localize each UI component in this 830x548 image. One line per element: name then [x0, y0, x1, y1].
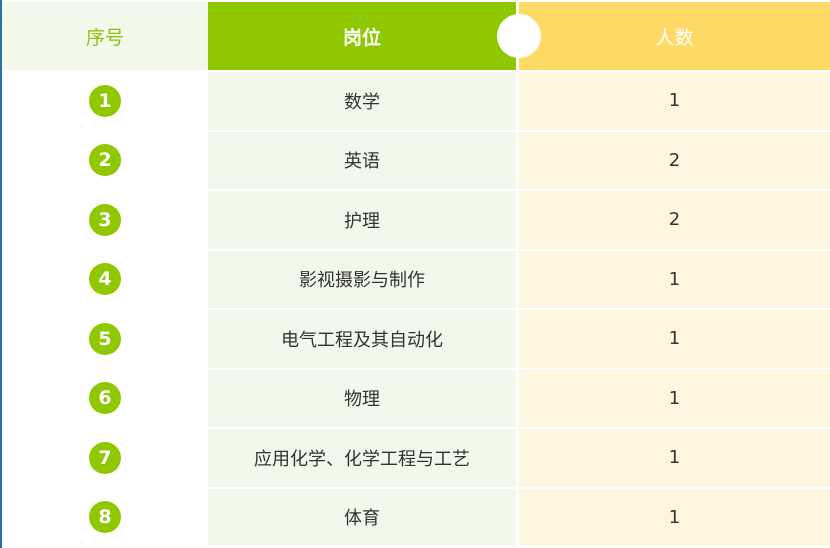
index-cell: 6	[2, 367, 208, 427]
position-cell: 数学	[208, 70, 519, 130]
table-row: 1 数学 1	[2, 70, 830, 130]
count-cell: 1	[519, 486, 830, 546]
count-cell: 1	[519, 248, 830, 308]
table-row: 6 物理 1	[2, 367, 830, 427]
header-position-label: 岗位	[342, 26, 381, 49]
position-cell: 应用化学、化学工程与工艺	[208, 427, 519, 487]
index-badge: 8	[89, 501, 121, 534]
header-count: 人数	[519, 2, 830, 70]
position-cell: 电气工程及其自动化	[208, 308, 519, 368]
position-cell: 体育	[208, 486, 519, 546]
table-row: 8 体育 1	[2, 486, 830, 546]
index-cell: 4	[2, 248, 208, 308]
index-cell: 8	[2, 486, 208, 546]
table-row: 3 护理 2	[2, 189, 830, 249]
left-border	[0, 0, 2, 548]
count-cell: 2	[519, 189, 830, 249]
count-cell: 1	[519, 427, 830, 487]
count-cell: 1	[519, 308, 830, 368]
header-position: 岗位	[208, 2, 541, 70]
index-badge: 5	[89, 322, 121, 355]
position-cell: 护理	[208, 189, 519, 249]
table-row: 2 英语 2	[2, 129, 830, 189]
position-cell: 英语	[208, 129, 519, 189]
count-cell: 1	[519, 70, 830, 130]
index-cell: 7	[2, 427, 208, 487]
index-badge: 2	[89, 144, 121, 177]
position-cell: 物理	[208, 367, 519, 427]
table-row: 5 电气工程及其自动化 1	[2, 308, 830, 368]
index-badge: 4	[89, 263, 121, 296]
index-cell: 3	[2, 189, 208, 249]
table-row: 4 影视摄影与制作 1	[2, 248, 830, 308]
count-cell: 2	[519, 129, 830, 189]
table-header: 序号 岗位 人数	[2, 2, 830, 70]
table-row: 7 应用化学、化学工程与工艺 1	[2, 427, 830, 487]
index-cell: 5	[2, 308, 208, 368]
position-cell: 影视摄影与制作	[208, 248, 519, 308]
index-cell: 1	[2, 70, 208, 130]
index-cell: 2	[2, 129, 208, 189]
header-index: 序号	[2, 2, 208, 70]
circle-decoration	[497, 14, 541, 58]
index-badge: 7	[89, 441, 121, 474]
count-cell: 1	[519, 367, 830, 427]
index-badge: 6	[89, 382, 121, 415]
index-badge: 1	[89, 84, 121, 117]
index-badge: 3	[89, 203, 121, 236]
